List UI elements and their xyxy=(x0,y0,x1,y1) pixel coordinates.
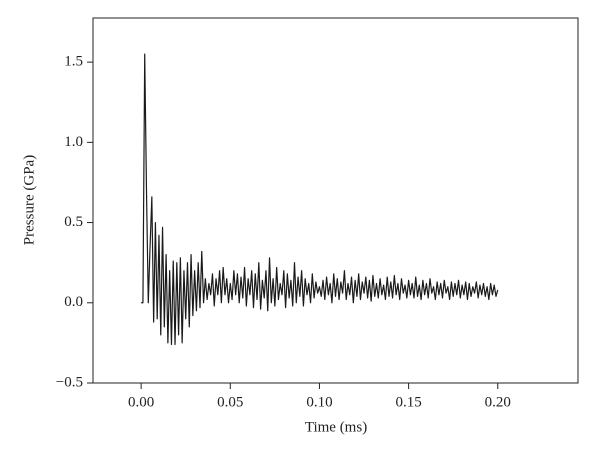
y-tick-label: 0.0 xyxy=(64,294,83,310)
plot-frame xyxy=(92,17,579,384)
x-tick-label: 0.15 xyxy=(395,394,421,410)
y-axis-label: Pressure (GPa) xyxy=(21,155,37,245)
y-tick-label: 0.5 xyxy=(64,214,83,230)
x-tick-label: 0.05 xyxy=(217,394,243,410)
y-tick-label: −0.5 xyxy=(56,374,83,390)
x-tick-label: 0.00 xyxy=(128,394,154,410)
y-tick-label: 1.5 xyxy=(64,54,83,70)
x-axis-label: Time (ms) xyxy=(305,419,367,435)
x-tick-label: 0.20 xyxy=(485,394,511,410)
y-tick-label: 1.0 xyxy=(64,134,83,150)
x-tick-label: 0.10 xyxy=(306,394,332,410)
data-line xyxy=(141,53,499,346)
